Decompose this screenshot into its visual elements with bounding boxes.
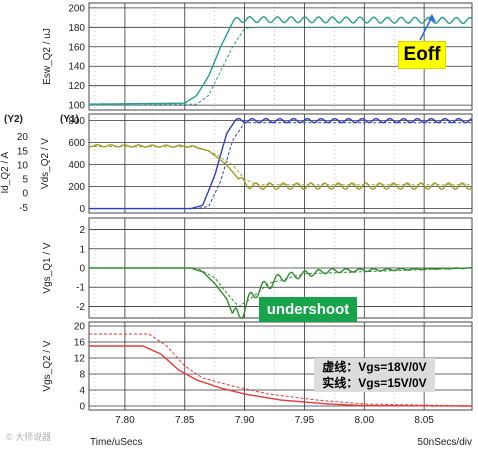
series-1-0-solid bbox=[89, 117, 473, 210]
x-tick-label: 7.90 bbox=[235, 415, 255, 426]
series-0-0-solid bbox=[89, 15, 473, 105]
y2-tick-label: -5 bbox=[19, 203, 28, 214]
eoff-arrowhead bbox=[428, 14, 436, 22]
y2-tick-label: 15 bbox=[17, 146, 29, 157]
x-tick-label: 8.00 bbox=[355, 415, 375, 426]
y-tick-label: 400 bbox=[68, 160, 85, 171]
y-tick-label: 160 bbox=[68, 42, 85, 53]
x-tick-label: 7.85 bbox=[175, 415, 195, 426]
y2-tick-label: 0 bbox=[22, 189, 28, 200]
y-tick-label: 180 bbox=[68, 23, 85, 34]
eoff-arrow bbox=[419, 16, 433, 41]
eoff-label: Eoff bbox=[398, 41, 446, 69]
y-tick-label: 0 bbox=[79, 402, 85, 413]
y2-tick-label: 20 bbox=[17, 132, 29, 143]
undershoot-label: undershoot bbox=[259, 297, 357, 322]
y-tick-label: -1 bbox=[76, 283, 85, 294]
y-tick-label: 140 bbox=[68, 62, 85, 73]
watermark: © 大师说器 bbox=[6, 432, 52, 442]
y-tick-label: 800 bbox=[68, 116, 85, 127]
x-tick-label: 8.05 bbox=[414, 415, 434, 426]
y2-axis-label: Id_Q2 / A bbox=[0, 151, 11, 193]
y2-tick-label: 5 bbox=[22, 175, 28, 186]
y-tick-label: 8 bbox=[79, 370, 85, 381]
y-axis-label: Vgs_Q2 / V bbox=[42, 340, 53, 391]
y-tick-label: 120 bbox=[68, 81, 85, 92]
y-tick-label: 0 bbox=[79, 264, 85, 275]
series-1-1-dashed bbox=[89, 122, 472, 210]
y-tick-label: 200 bbox=[68, 3, 85, 14]
y-tick-label: 100 bbox=[68, 101, 85, 112]
x-tick-label: 7.95 bbox=[295, 415, 315, 426]
y2-tick-label: 10 bbox=[17, 160, 29, 171]
y-tick-label: -2 bbox=[76, 302, 85, 313]
y-tick-label: 20 bbox=[74, 322, 86, 333]
y-tick-label: 4 bbox=[79, 386, 85, 397]
line-style-legend: 虚线：Vgs=18V/0V 实线：Vgs=15V/0V bbox=[314, 358, 435, 392]
y-tick-label: 1 bbox=[79, 244, 85, 255]
time-scale-label: 50nSecs/div bbox=[417, 437, 472, 448]
y1-axis-tag: (Y1) bbox=[60, 114, 79, 125]
y2-axis-tag: (Y2) bbox=[4, 114, 23, 125]
series-1-2-solid bbox=[88, 143, 473, 190]
x-tick-label: 7.80 bbox=[115, 415, 135, 426]
series-3-0-solid bbox=[89, 345, 472, 407]
y-axis-label: Vds_Q2 / V bbox=[40, 138, 51, 189]
legend-dashed: 虚线：Vgs=18V/0V bbox=[322, 360, 427, 374]
y-tick-label: 200 bbox=[68, 182, 85, 193]
y-axis-label: Vgs_Q1 / V bbox=[42, 242, 53, 293]
y-tick-label: 12 bbox=[74, 354, 86, 365]
series-0-1-dashed bbox=[89, 26, 472, 106]
panel-frame bbox=[88, 113, 473, 214]
y-tick-label: 2 bbox=[79, 225, 85, 236]
y-tick-label: 600 bbox=[68, 138, 85, 149]
y-tick-label: 0 bbox=[79, 204, 85, 215]
y-tick-label: 16 bbox=[74, 338, 86, 349]
legend-solid: 实线：Vgs=15V/0V bbox=[322, 376, 427, 390]
series-2-0-solid bbox=[89, 267, 473, 320]
series-2-1-dashed bbox=[89, 267, 472, 308]
series-1-3-dashed bbox=[89, 146, 472, 186]
x-axis-label: Time/uSecs bbox=[90, 437, 143, 448]
y-axis-label: Esw_Q2 / uJ bbox=[42, 28, 53, 85]
